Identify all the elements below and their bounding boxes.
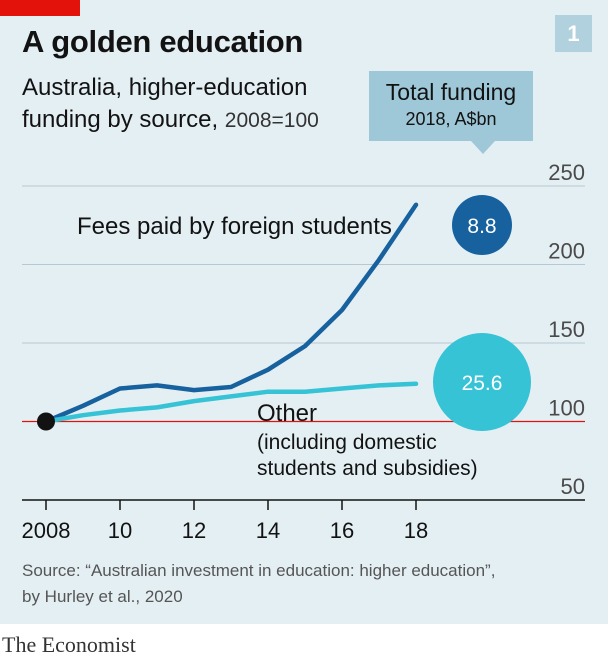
chart-title: A golden education: [22, 24, 304, 59]
total-funding-box: Total funding 2018, A$bn: [369, 71, 533, 141]
y-tick-label: 50: [561, 474, 585, 499]
chart-number-badge: 1: [555, 15, 592, 52]
y-tick-label: 150: [548, 317, 585, 342]
total-funding-subtitle: 2018, A$bn: [405, 109, 497, 129]
brand-red-tag: [0, 0, 80, 16]
subtitle-line1: Australia, higher-education: [22, 74, 308, 101]
x-tick-label: 14: [256, 518, 280, 543]
bubble-other-value: 25.6: [462, 372, 503, 395]
bubble-other: 25.6: [433, 333, 531, 431]
bubble-foreign-circle: [452, 195, 512, 255]
chart-subtitle: Australia, higher-education funding by s…: [22, 72, 362, 137]
bubble-foreign: 8.8: [452, 195, 512, 255]
chart-plot: 250 200 150 100 50 2008 10 12 14 16 18 Fees paid …: [22, 160, 585, 543]
x-tick-label: 18: [404, 518, 428, 543]
x-tick-label: 16: [330, 518, 354, 543]
x-tick-label: 2008: [22, 518, 71, 543]
series-lines: [43, 202, 419, 424]
bubble-other-circle: [433, 333, 531, 431]
total-funding-pointer: [471, 141, 495, 154]
x-tick-label: 10: [108, 518, 132, 543]
label-foreign-students: Fees paid by foreign students: [77, 213, 392, 240]
source-line1: Source: “Australian investment in educat…: [22, 561, 496, 580]
total-funding-title: Total funding: [385, 79, 517, 105]
y-axis-ticks: 250 200 150 100 50: [548, 160, 585, 499]
x-axis: 2008 10 12 14 16 18: [22, 500, 428, 543]
subtitle-unit: 2008=100: [224, 109, 319, 132]
label-other-note-1: (including domestic: [257, 431, 437, 454]
origin-marker: [37, 412, 55, 431]
y-tick-label: 100: [548, 396, 585, 421]
series-line-other: [43, 381, 419, 424]
source-note: Source: “Australian investment in educat…: [22, 558, 592, 610]
x-tick-label: 12: [182, 518, 206, 543]
subtitle-line2: funding by source,: [22, 106, 219, 133]
label-other-note-2: students and subsidies): [257, 457, 478, 480]
label-other: Other: [257, 400, 317, 427]
series-line-foreign-students: [43, 202, 419, 424]
brand-wordmark: The Economist: [2, 632, 136, 657]
y-tick-label: 250: [548, 160, 585, 185]
y-tick-label: 200: [548, 239, 585, 264]
source-line2: by Hurley et al., 2020: [22, 587, 183, 606]
bubble-foreign-value: 8.8: [467, 215, 496, 238]
